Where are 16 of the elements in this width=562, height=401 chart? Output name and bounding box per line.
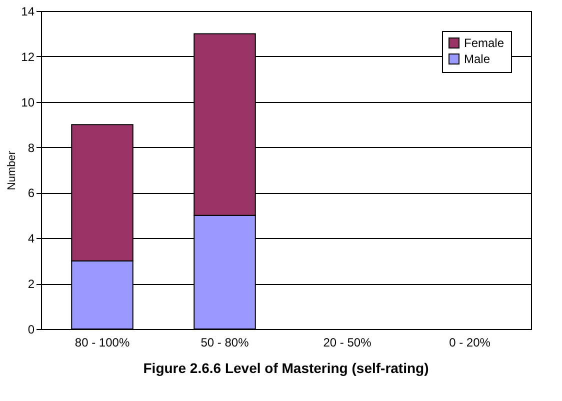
x-tick-label: 0 - 20%	[449, 336, 491, 350]
x-tick-label: 50 - 80%	[200, 336, 250, 350]
y-tick-label: 2	[28, 277, 35, 292]
x-tick-label: 20 - 50%	[323, 336, 372, 350]
legend-label: Male	[464, 52, 490, 66]
y-tick-label: 6	[28, 186, 35, 200]
y-tick-label: 12	[21, 50, 35, 64]
y-axis-title: Number	[6, 150, 18, 190]
y-tick-label: 8	[28, 140, 35, 155]
y-tick-label: 0	[28, 322, 35, 336]
text: Figure 2.6.6 Level of Mastering (self-rating)	[143, 360, 429, 376]
y-tick-label: 14	[21, 4, 35, 18]
y-tick-label: 10	[21, 95, 35, 110]
y-tick-label: 4	[28, 232, 35, 246]
x-tick-label: 80 - 100%	[74, 336, 130, 350]
legend-label: Female	[464, 36, 504, 50]
